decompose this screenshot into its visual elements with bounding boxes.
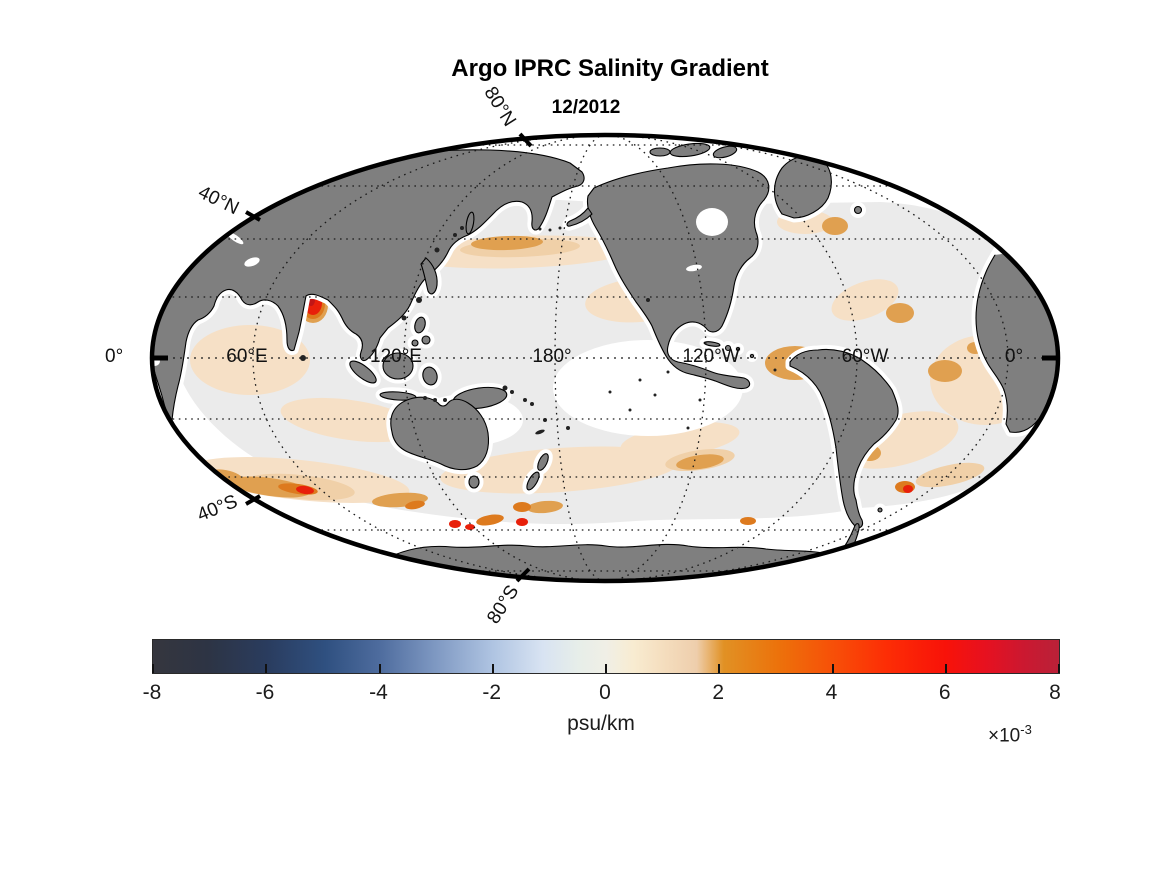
colorbar-label-4: 4 — [825, 681, 838, 704]
colorbar-tick — [831, 664, 834, 673]
colorbar-label-8: 8 — [1049, 681, 1061, 704]
lon-label-120w: 120°W — [682, 346, 740, 367]
colorbar-label-m8: -8 — [142, 681, 162, 704]
colorbar-tick — [605, 664, 607, 673]
world-map-mollweide — [149, 132, 1061, 584]
figure-title: Argo IPRC Salinity Gradient — [451, 55, 769, 82]
lon-label-60e: 60°E — [226, 346, 268, 367]
lon-label-180: 180° — [532, 346, 572, 367]
colorbar-label-m6: -6 — [255, 681, 275, 704]
colorbar-label-6: 6 — [938, 681, 951, 704]
lat-label-eq: 0° — [105, 346, 124, 367]
multiplier-base: ×10 — [988, 725, 1021, 747]
figure-subtitle: 12/2012 — [551, 97, 621, 118]
colorbar-tick — [265, 664, 268, 673]
colorbar-tick — [491, 664, 494, 673]
colorbar-tick — [152, 664, 154, 673]
colorbar-label-2: 2 — [712, 681, 725, 704]
multiplier-exponent: -3 — [1020, 722, 1032, 737]
colorbar-label-0: 0 — [599, 681, 611, 704]
colorbar-tick — [1058, 664, 1060, 673]
lon-label-120e: 120°E — [370, 346, 422, 367]
colorbar-tick — [378, 664, 381, 673]
colorbar-label-m2: -2 — [482, 681, 502, 704]
lon-label-0: 0° — [1004, 346, 1024, 367]
colorbar-label-m4: -4 — [369, 681, 388, 704]
edge-ticks-small — [245, 132, 533, 583]
island-specks — [300, 226, 777, 435]
colorbar-gradient — [152, 639, 1060, 674]
lon-label-60w: 60°W — [841, 346, 889, 367]
colorbar-tick — [718, 664, 721, 673]
colorbar-unit: psu/km — [567, 712, 635, 735]
colorbar-multiplier: ×10-3 — [988, 722, 1032, 747]
colorbar-tick — [944, 664, 947, 673]
